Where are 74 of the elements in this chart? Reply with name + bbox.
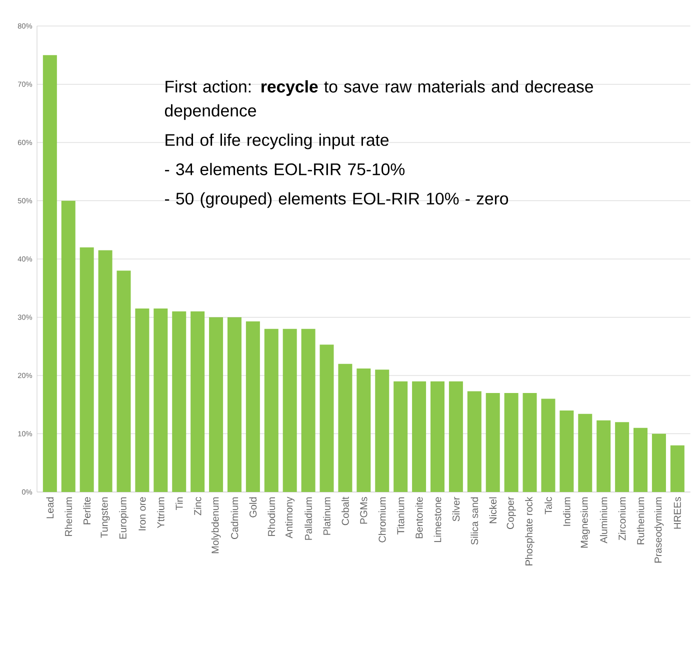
x-tick-label: Palladium	[304, 497, 312, 540]
bar	[467, 391, 482, 492]
x-tick-label: Praseodymium	[654, 497, 664, 563]
bar	[264, 328, 278, 492]
x-tick-label: Europium	[119, 497, 128, 539]
bar	[61, 200, 76, 492]
x-tick-label: Tin	[176, 497, 183, 510]
x-tick-label: Rhodium	[268, 497, 276, 536]
x-tick-label: Phosphate rock	[525, 496, 534, 566]
x-tick-label: Copper	[506, 496, 516, 529]
bar	[615, 422, 630, 492]
x-tick-label: Yttrium	[157, 497, 164, 528]
bar	[578, 414, 592, 492]
bar	[541, 398, 556, 492]
text: First action: recycle to save raw materials and decrease dependence	[164, 80, 593, 120]
bar	[227, 317, 242, 492]
bar	[301, 328, 316, 492]
bar	[116, 270, 131, 492]
bar	[356, 368, 371, 492]
annotation: - 34 elements EOL-RIR 75-10%	[165, 162, 405, 176]
x-tick-label: Rhenium	[64, 497, 72, 536]
x-tick-label: Silica sand	[470, 497, 478, 545]
bar	[338, 364, 352, 492]
x-tick-label: Talc	[544, 496, 552, 514]
bar	[190, 311, 205, 492]
x-tick-label: HREEs	[674, 497, 681, 529]
bar	[430, 381, 444, 492]
x-tick-label: Tungsten	[100, 497, 110, 538]
x-tick-label: Indium	[563, 497, 570, 526]
bar	[80, 247, 94, 492]
bar	[634, 428, 648, 492]
x-tick-label: Zinc	[194, 496, 202, 516]
x-tick-label: Iron ore	[138, 497, 146, 530]
x-tick-label: Bentonite	[415, 497, 423, 538]
bar	[486, 392, 500, 492]
x-tick-label: Magnesium	[580, 497, 590, 548]
x-tick-label: Silver	[452, 496, 460, 522]
x-tick-label: Cobalt	[342, 496, 349, 526]
x-tick-label: Molybdenum	[211, 497, 221, 554]
x-tick-label: Nickel	[489, 497, 497, 524]
bar	[394, 381, 408, 492]
bar	[448, 381, 463, 492]
bar	[652, 434, 666, 492]
bar	[596, 420, 611, 492]
annotation: End of life recycling input rate	[166, 134, 389, 150]
bar	[522, 392, 537, 492]
x-tick-label: Cadmium	[230, 497, 238, 539]
bar	[412, 381, 426, 492]
x-tick-label: Ruthenium	[636, 497, 644, 544]
bar	[209, 317, 224, 492]
annotation: - 50 (grouped) elements EOL-RIR 10% - zero	[165, 192, 508, 208]
bar	[172, 311, 186, 492]
bar	[42, 55, 57, 492]
bar	[282, 328, 297, 492]
x-tick-label: Aluminium	[600, 497, 608, 544]
bar	[670, 445, 684, 492]
bar	[375, 370, 390, 492]
x-tick-label: Antimony	[285, 496, 295, 538]
x-tick-label: Limestone	[434, 497, 442, 542]
x-tick-label: Zirconium	[618, 497, 626, 540]
x-tick-label: Perlite	[83, 497, 91, 524]
bar	[504, 392, 518, 492]
bar	[560, 410, 574, 492]
bar	[154, 308, 168, 492]
x-tick-label: Lead	[46, 497, 54, 518]
bar	[135, 308, 150, 492]
x-tick-label: Gold	[249, 497, 257, 518]
x-tick-label: Chromium	[378, 497, 386, 542]
bar	[98, 250, 112, 492]
bar	[246, 321, 260, 492]
x-tick-label: Titanium	[396, 497, 404, 534]
x-tick-label: PGMs	[360, 497, 368, 524]
x-tick-label: Platinum	[323, 497, 330, 535]
bar	[320, 344, 334, 492]
